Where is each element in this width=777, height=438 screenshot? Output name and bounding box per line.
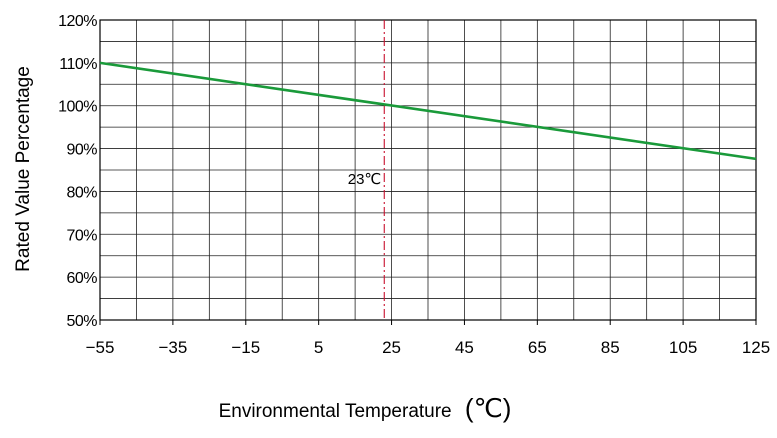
reference-line-group: 23℃ [348, 20, 385, 320]
x-tick-label: −15 [231, 338, 260, 357]
y-tick-label: 50% [66, 313, 97, 330]
x-tick-label: 45 [455, 338, 474, 357]
series-line [99, 61, 757, 161]
y-tick-label: 90% [66, 142, 97, 159]
axes [99, 19, 757, 325]
y-tick-label: 80% [66, 184, 97, 201]
reference-line-label: 23℃ [348, 171, 382, 188]
x-tick-label: −55 [86, 338, 115, 357]
x-tick-label: 105 [669, 338, 697, 357]
y-tick-label: 120% [58, 13, 97, 30]
x-tick-label: 5 [314, 338, 323, 357]
x-tick-labels: −55 −35 −15 5 25 45 65 85 105 125 [86, 338, 771, 357]
y-axis-label: Rated Value Percentage [13, 66, 34, 272]
x-tick-label: 65 [528, 338, 547, 357]
x-axis-label-unit: (℃) [465, 393, 512, 423]
y-tick-label: 100% [58, 99, 97, 116]
y-tick-label: 60% [66, 270, 97, 287]
y-tick-labels: 50% 60% 70% 80% 90% 100% 110% 120% [58, 13, 98, 330]
x-tick-label: 25 [382, 338, 401, 357]
y-tick-label: 110% [59, 56, 97, 73]
grid [99, 19, 757, 321]
x-tick-label: 125 [742, 338, 770, 357]
series-group [99, 61, 757, 161]
x-axis-label-text: Environmental Temperature [219, 401, 452, 422]
x-tick-label: 85 [601, 338, 620, 357]
x-axis-label: Environmental Temperature (℃) [219, 393, 512, 423]
x-tick-label: −35 [158, 338, 187, 357]
y-tick-label: 70% [66, 227, 97, 244]
plot-frame [99, 19, 757, 321]
